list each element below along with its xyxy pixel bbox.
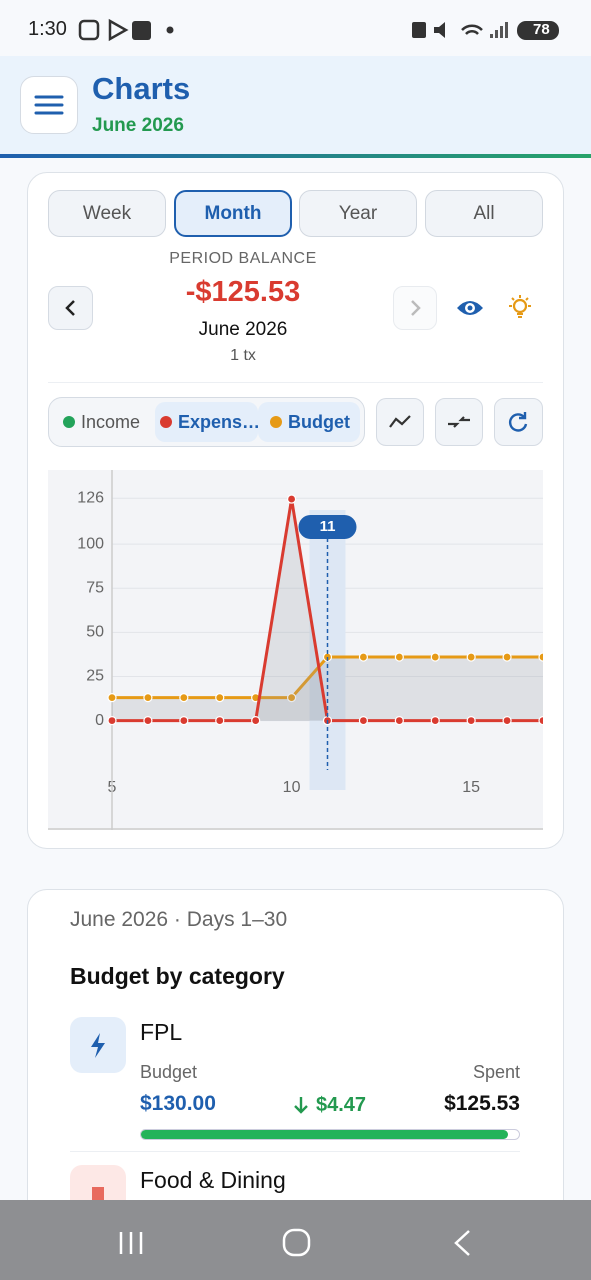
visibility-button[interactable] xyxy=(455,294,485,322)
data-point xyxy=(143,715,153,726)
data-point xyxy=(215,715,225,726)
chevron-right xyxy=(410,299,421,316)
budget-amount: $130.00 xyxy=(140,1092,216,1115)
toggle-expense[interactable]: Expens… xyxy=(178,412,261,432)
lightning-icon xyxy=(91,1033,105,1058)
y-tick-label: 126 xyxy=(77,489,104,506)
tab[interactable]: Year xyxy=(299,190,417,237)
icon xyxy=(447,415,470,428)
budget-period: June 2026 · Days 1–30 xyxy=(70,908,288,931)
spent-amount: $125.53 xyxy=(444,1092,520,1115)
tab[interactable]: All xyxy=(425,190,543,237)
tab-active[interactable]: Month xyxy=(174,190,292,237)
divider xyxy=(70,1151,520,1152)
y-tick-label: 75 xyxy=(86,579,104,596)
nav-icons xyxy=(119,1228,470,1257)
data-point xyxy=(358,715,369,726)
data-point xyxy=(430,715,440,726)
balance-label: PERIOD BALANCE xyxy=(169,250,317,267)
progress-track xyxy=(140,1129,520,1140)
category-name: Food & Dining xyxy=(140,1167,286,1193)
refresh-button[interactable] xyxy=(494,398,543,446)
chevron-left xyxy=(64,299,75,316)
transaction-count: 1 tx xyxy=(230,347,256,364)
tab[interactable]: Week xyxy=(48,190,166,237)
data-point xyxy=(143,693,153,703)
budget-label: Budget xyxy=(140,1062,198,1082)
data-point xyxy=(358,652,369,662)
navigation-bar xyxy=(0,1200,591,1280)
divider xyxy=(48,382,543,383)
data-point xyxy=(430,652,440,662)
line-chart: 02550751001265101511 xyxy=(48,470,543,830)
data-point xyxy=(107,715,117,726)
data-point xyxy=(215,693,225,703)
data-point xyxy=(286,494,297,504)
data-point xyxy=(394,715,404,726)
status-icons-right xyxy=(412,21,559,40)
balance-amount: -$125.53 xyxy=(185,276,301,308)
data-point xyxy=(251,715,261,726)
legend-dot xyxy=(63,416,75,428)
data-point xyxy=(466,715,476,726)
y-tick-label: 0 xyxy=(95,712,104,729)
header-divider xyxy=(0,154,591,158)
app-header xyxy=(0,56,591,154)
data-point xyxy=(538,715,543,726)
spent-label: Spent xyxy=(472,1062,520,1082)
data-point xyxy=(107,693,117,703)
line-style-button[interactable] xyxy=(376,398,424,446)
y-tick-label: 25 xyxy=(86,668,104,685)
data-point xyxy=(179,715,189,726)
icon xyxy=(508,411,527,432)
legend-dot xyxy=(160,416,172,428)
battery-level: 78 xyxy=(533,21,550,38)
next-button[interactable] xyxy=(393,286,437,330)
data-point xyxy=(466,652,476,662)
x-tick-label: 10 xyxy=(283,779,301,796)
data-point xyxy=(538,652,543,662)
x-tick-label: 15 xyxy=(462,779,480,796)
down-arrow xyxy=(294,1097,308,1114)
data-point xyxy=(286,693,297,703)
page-title: Charts xyxy=(92,71,191,106)
category-icon xyxy=(70,1017,126,1073)
legend-dot xyxy=(270,416,282,428)
icon xyxy=(388,414,411,428)
toggle-income[interactable]: Income xyxy=(81,412,141,432)
remaining-amount: $4.47 xyxy=(316,1094,367,1116)
menu-button[interactable] xyxy=(20,76,78,134)
page-subtitle: June 2026 xyxy=(92,115,184,136)
data-point xyxy=(394,652,404,662)
y-tick-label: 50 xyxy=(86,624,104,641)
category-name: FPL xyxy=(140,1019,183,1045)
menu-icon xyxy=(34,95,63,114)
toggle-budget[interactable]: Budget xyxy=(288,412,350,432)
status-icons xyxy=(78,18,174,42)
previous-button[interactable] xyxy=(48,286,93,330)
y-tick-label: 100 xyxy=(77,535,104,552)
tooltip-pill xyxy=(298,515,357,539)
toggle-bg xyxy=(155,402,258,442)
balance-period: June 2026 xyxy=(198,319,288,340)
data-point xyxy=(179,693,189,703)
insights-button[interactable] xyxy=(505,293,535,323)
status-time: 1:30 xyxy=(28,18,67,40)
progress-fill xyxy=(141,1130,508,1139)
data-point xyxy=(502,652,512,662)
tooltip-label: 11 xyxy=(320,518,336,535)
compare-button[interactable] xyxy=(435,398,483,446)
data-point xyxy=(502,715,512,726)
budget-heading: Budget by category xyxy=(70,963,285,989)
